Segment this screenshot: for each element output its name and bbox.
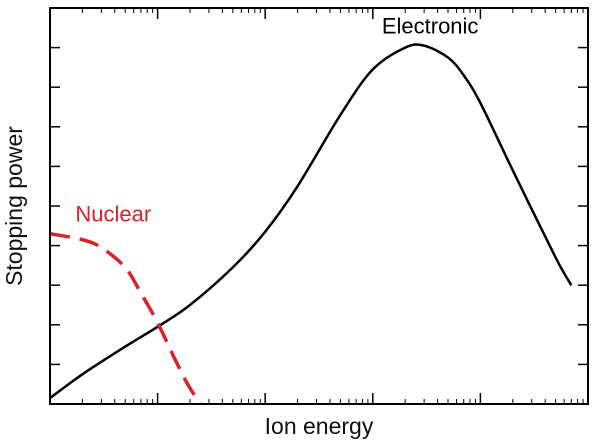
electronic-curve-label: Electronic (382, 14, 479, 39)
nuclear-curve-label: Nuclear (75, 202, 151, 227)
plot-frame (49, 7, 589, 405)
y-axis-title: Stopping power (1, 126, 27, 286)
x-axis-title: Ion energy (265, 413, 374, 439)
electronic-curve (50, 43, 573, 400)
nuclear-curve (50, 231, 203, 404)
